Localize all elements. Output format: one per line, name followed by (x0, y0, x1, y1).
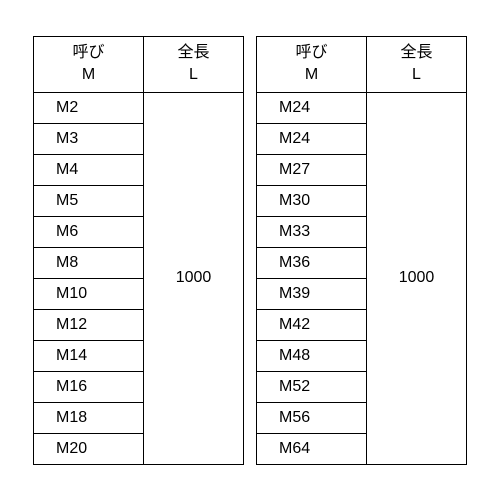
size-cell: M6 (34, 216, 144, 247)
size-cell: M39 (257, 278, 367, 309)
header-size-bottom: M (257, 64, 366, 86)
size-cell: M42 (257, 309, 367, 340)
header-length: 全長 L (144, 36, 244, 92)
length-cell: 1000 (367, 92, 467, 464)
table-header-row: 呼び M 全長 L (257, 36, 467, 92)
header-size-bottom: M (34, 64, 143, 86)
table-row: M21000 (34, 92, 244, 123)
table-row: M241000 (257, 92, 467, 123)
header-size-top: 呼び (257, 42, 366, 64)
table-header-row: 呼び M 全長 L (34, 36, 244, 92)
table-left-body: M21000M3M4M5M6M8M10M12M14M16M18M20 (34, 92, 244, 464)
size-cell: M30 (257, 185, 367, 216)
size-cell: M16 (34, 371, 144, 402)
header-size: 呼び M (34, 36, 144, 92)
table-right: 呼び M 全長 L M241000M24M27M30M33M36M39M42M4… (256, 36, 467, 465)
size-cell: M5 (34, 185, 144, 216)
size-cell: M36 (257, 247, 367, 278)
size-cell: M24 (257, 92, 367, 123)
header-length-top: 全長 (367, 42, 466, 64)
size-cell: M14 (34, 340, 144, 371)
length-cell: 1000 (144, 92, 244, 464)
size-cell: M8 (34, 247, 144, 278)
size-cell: M2 (34, 92, 144, 123)
table-left: 呼び M 全長 L M21000M3M4M5M6M8M10M12M14M16M1… (33, 36, 244, 465)
size-cell: M24 (257, 123, 367, 154)
size-cell: M20 (34, 433, 144, 464)
size-cell: M3 (34, 123, 144, 154)
header-length-bottom: L (367, 64, 466, 86)
table-right-body: M241000M24M27M30M33M36M39M42M48M52M56M64 (257, 92, 467, 464)
size-cell: M27 (257, 154, 367, 185)
spec-table-right: 呼び M 全長 L M241000M24M27M30M33M36M39M42M4… (256, 36, 467, 465)
header-size: 呼び M (257, 36, 367, 92)
size-cell: M52 (257, 371, 367, 402)
size-cell: M64 (257, 433, 367, 464)
header-size-top: 呼び (34, 42, 143, 64)
size-cell: M18 (34, 402, 144, 433)
header-length-bottom: L (144, 64, 243, 86)
header-length: 全長 L (367, 36, 467, 92)
size-cell: M56 (257, 402, 367, 433)
size-cell: M4 (34, 154, 144, 185)
size-cell: M33 (257, 216, 367, 247)
size-cell: M10 (34, 278, 144, 309)
spec-table-left: 呼び M 全長 L M21000M3M4M5M6M8M10M12M14M16M1… (33, 36, 244, 465)
size-cell: M12 (34, 309, 144, 340)
header-length-top: 全長 (144, 42, 243, 64)
size-cell: M48 (257, 340, 367, 371)
